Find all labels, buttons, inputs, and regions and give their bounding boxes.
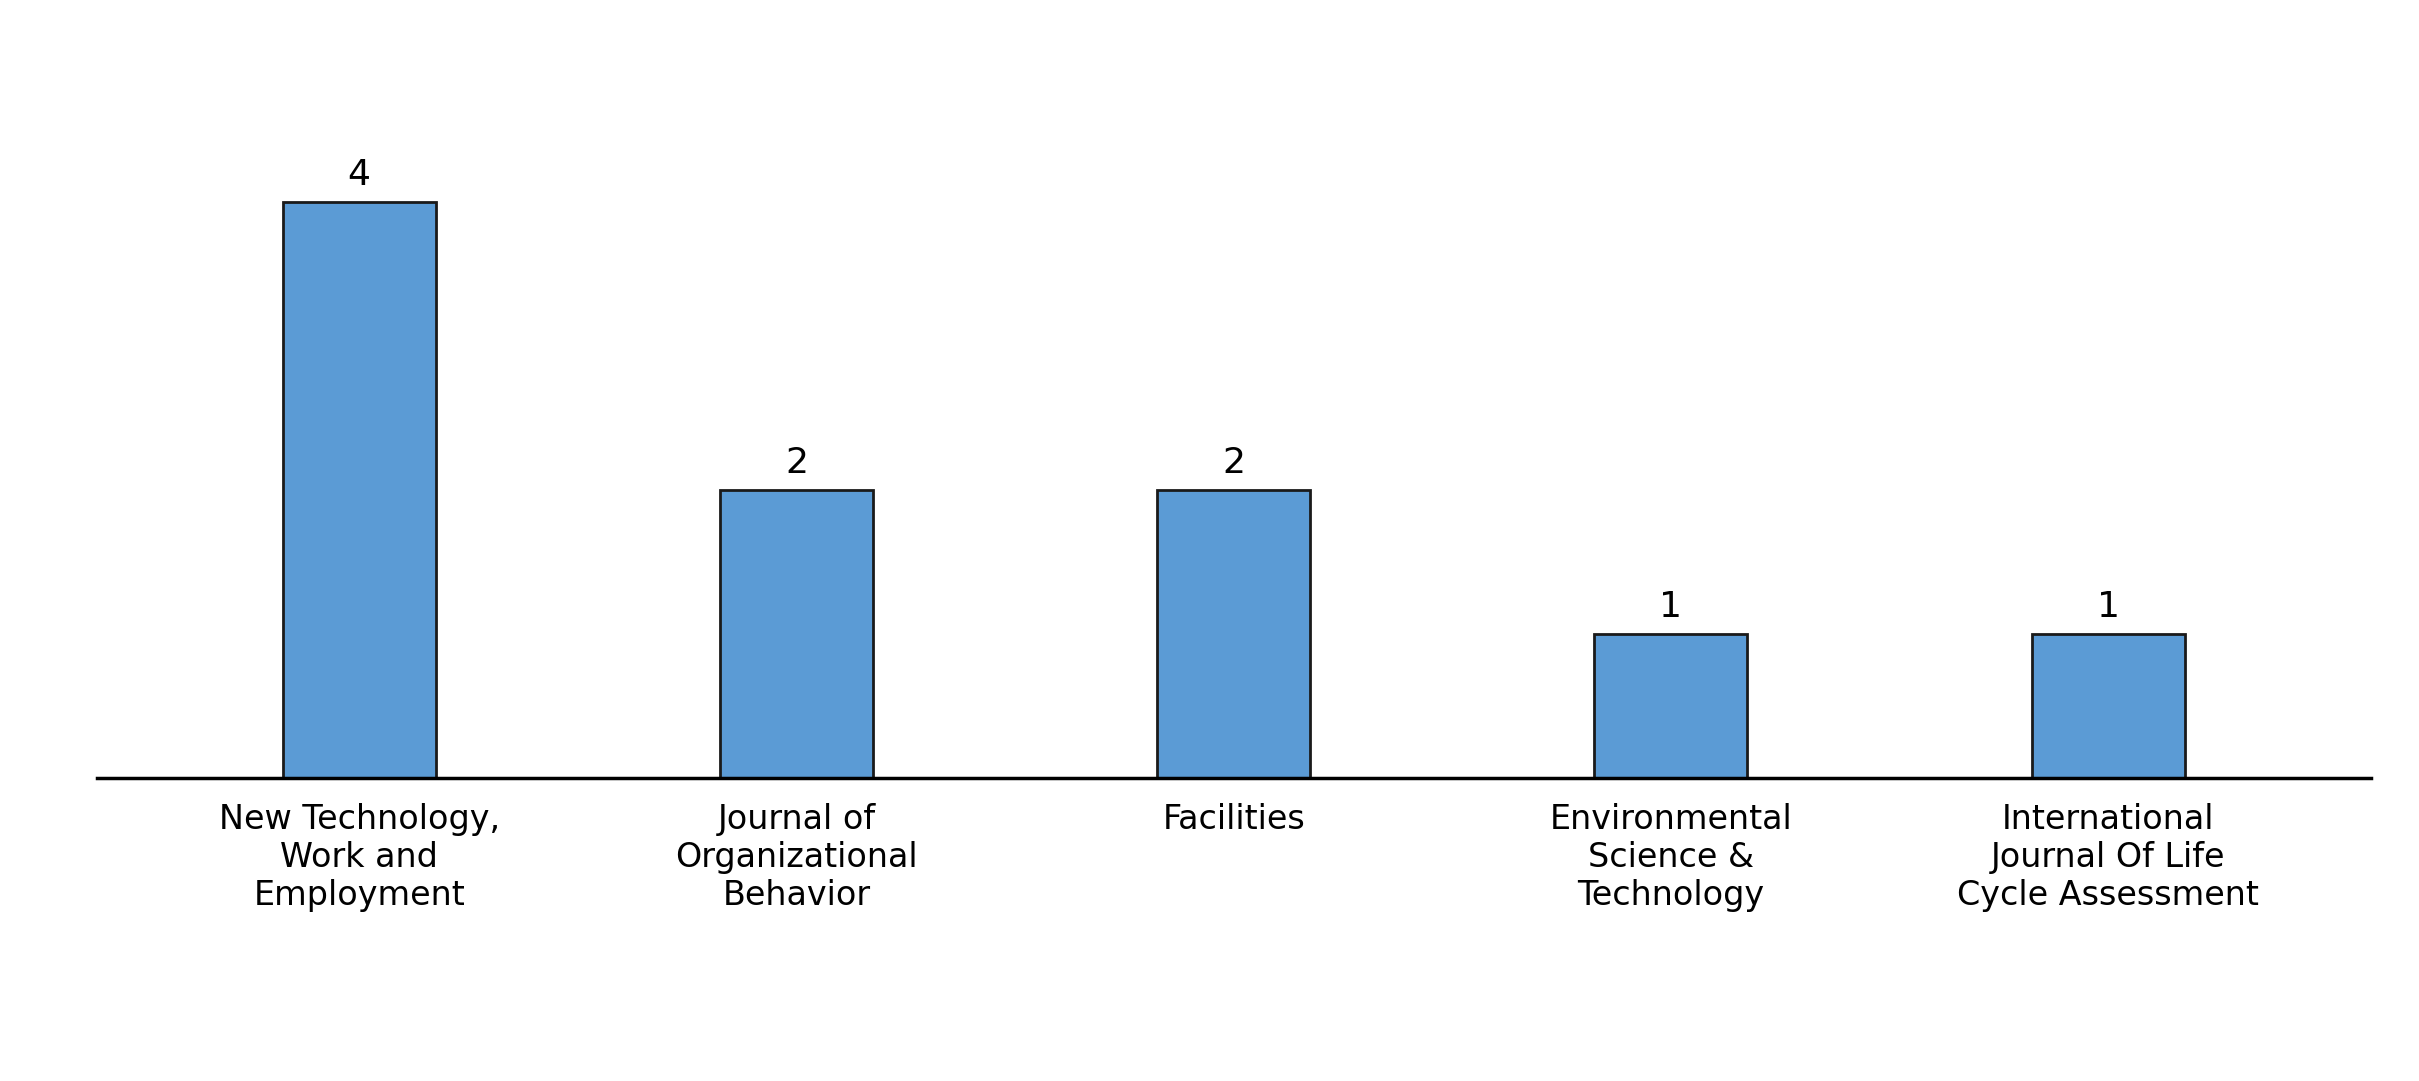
Text: 2: 2 <box>784 446 808 480</box>
Bar <box>2032 635 2184 778</box>
Text: 4: 4 <box>348 158 370 191</box>
Bar <box>1594 635 1747 778</box>
Bar <box>1156 490 1311 778</box>
Text: 1: 1 <box>2097 590 2119 624</box>
Bar <box>283 202 435 778</box>
Bar <box>721 490 873 778</box>
Text: 2: 2 <box>1222 446 1246 480</box>
Text: 1: 1 <box>1659 590 1684 624</box>
